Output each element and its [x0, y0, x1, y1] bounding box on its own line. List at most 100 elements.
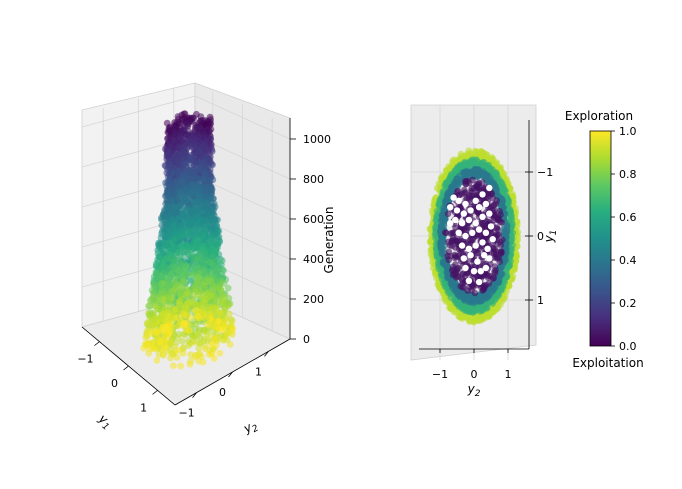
highlight-point	[472, 197, 479, 204]
data-point	[481, 173, 488, 180]
tick-label-y2: 0	[219, 386, 226, 399]
data-point	[148, 287, 156, 294]
highlight-point	[447, 220, 454, 227]
data-point	[174, 322, 182, 330]
tick-label-y1-top: −1	[537, 166, 553, 179]
svg-text:y2: y2	[240, 417, 260, 439]
data-point	[162, 179, 170, 187]
data-point	[509, 241, 516, 249]
highlight-point	[487, 223, 495, 230]
data-point	[509, 229, 517, 237]
colorbar-tick-label: 0.6	[619, 211, 637, 224]
tick-label-y2-top: 1	[505, 368, 512, 381]
data-point	[155, 350, 163, 358]
data-point	[493, 159, 501, 166]
data-point	[442, 229, 449, 236]
data-point	[468, 184, 476, 192]
data-point	[492, 306, 500, 314]
highlight-point	[470, 268, 478, 275]
axis-label-y1: y1	[93, 411, 115, 433]
axis-label-y2-top: y2	[467, 382, 481, 399]
tick-label-generation: 0	[303, 333, 310, 346]
tick-label-y1: 0	[111, 377, 118, 390]
highlight-point	[458, 220, 466, 227]
highlight-point	[458, 242, 466, 249]
data-point	[201, 345, 209, 353]
data-point	[497, 241, 505, 249]
highlight-point	[489, 236, 496, 243]
data-point	[190, 272, 198, 279]
data-point	[192, 124, 199, 131]
data-point	[145, 350, 153, 357]
highlight-point	[486, 184, 493, 192]
data-point	[162, 145, 169, 153]
highlight-point	[460, 255, 467, 262]
data-point	[227, 320, 235, 328]
axis-label-generation: Generation	[322, 207, 336, 274]
data-point	[158, 221, 166, 229]
data-point	[187, 351, 195, 358]
data-point	[186, 360, 194, 368]
data-point	[461, 186, 468, 194]
data-point	[483, 304, 491, 312]
data-point	[162, 162, 170, 170]
highlight-point	[460, 210, 467, 217]
highlight-point	[479, 191, 486, 198]
tick-label-generation: 800	[303, 173, 324, 186]
data-point	[195, 345, 203, 352]
highlight-point	[482, 200, 490, 208]
data-point	[224, 284, 232, 292]
data-point	[479, 315, 487, 323]
data-point	[441, 283, 449, 290]
tick-label-generation: 600	[303, 213, 324, 226]
colorbar-tick-label: 0.0	[619, 340, 637, 353]
data-point	[170, 362, 177, 369]
data-point	[142, 333, 150, 341]
chart-top-view: −1 0 1−101 y2 y1	[410, 104, 559, 399]
data-point	[152, 262, 160, 270]
data-point	[502, 230, 510, 237]
data-point	[469, 159, 477, 166]
data-point	[218, 257, 226, 265]
data-point	[204, 320, 212, 328]
highlight-point	[453, 207, 461, 214]
data-point	[194, 312, 202, 320]
data-point	[493, 197, 501, 204]
highlight-point	[479, 239, 486, 246]
highlight-point	[465, 216, 473, 224]
tick-label-y1: 1	[140, 401, 147, 414]
tick-mark	[152, 390, 158, 395]
data-point	[451, 251, 459, 259]
data-point	[491, 245, 499, 253]
highlight-point	[484, 245, 491, 252]
point-cloud-3d	[140, 110, 236, 370]
tick-label-y2-top: 0	[471, 368, 478, 381]
colorbar: Exploration 1.00.80.60.40.20.0 Exploitat…	[565, 109, 644, 370]
data-point	[143, 321, 151, 328]
data-point	[163, 119, 171, 127]
data-point	[492, 212, 500, 219]
data-point	[446, 304, 453, 311]
data-point	[439, 238, 446, 245]
data-point	[463, 167, 470, 175]
highlight-point	[482, 264, 490, 272]
data-point	[205, 351, 213, 358]
data-point	[448, 238, 455, 246]
data-point	[457, 283, 464, 290]
tick-label-generation: 400	[303, 253, 324, 266]
colorbar-gradient	[589, 130, 612, 347]
highlight-point	[455, 197, 462, 204]
data-point	[497, 248, 505, 255]
data-point	[177, 362, 185, 370]
data-point	[444, 191, 451, 198]
data-point	[453, 265, 461, 272]
highlight-point	[472, 220, 479, 227]
data-point	[464, 177, 472, 185]
tick-label-generation: 200	[303, 293, 324, 306]
tick-label-y1: −1	[77, 353, 93, 366]
data-point	[500, 185, 508, 192]
data-point	[206, 315, 214, 323]
tick-label-y2: 1	[255, 365, 262, 378]
data-point	[161, 206, 169, 214]
